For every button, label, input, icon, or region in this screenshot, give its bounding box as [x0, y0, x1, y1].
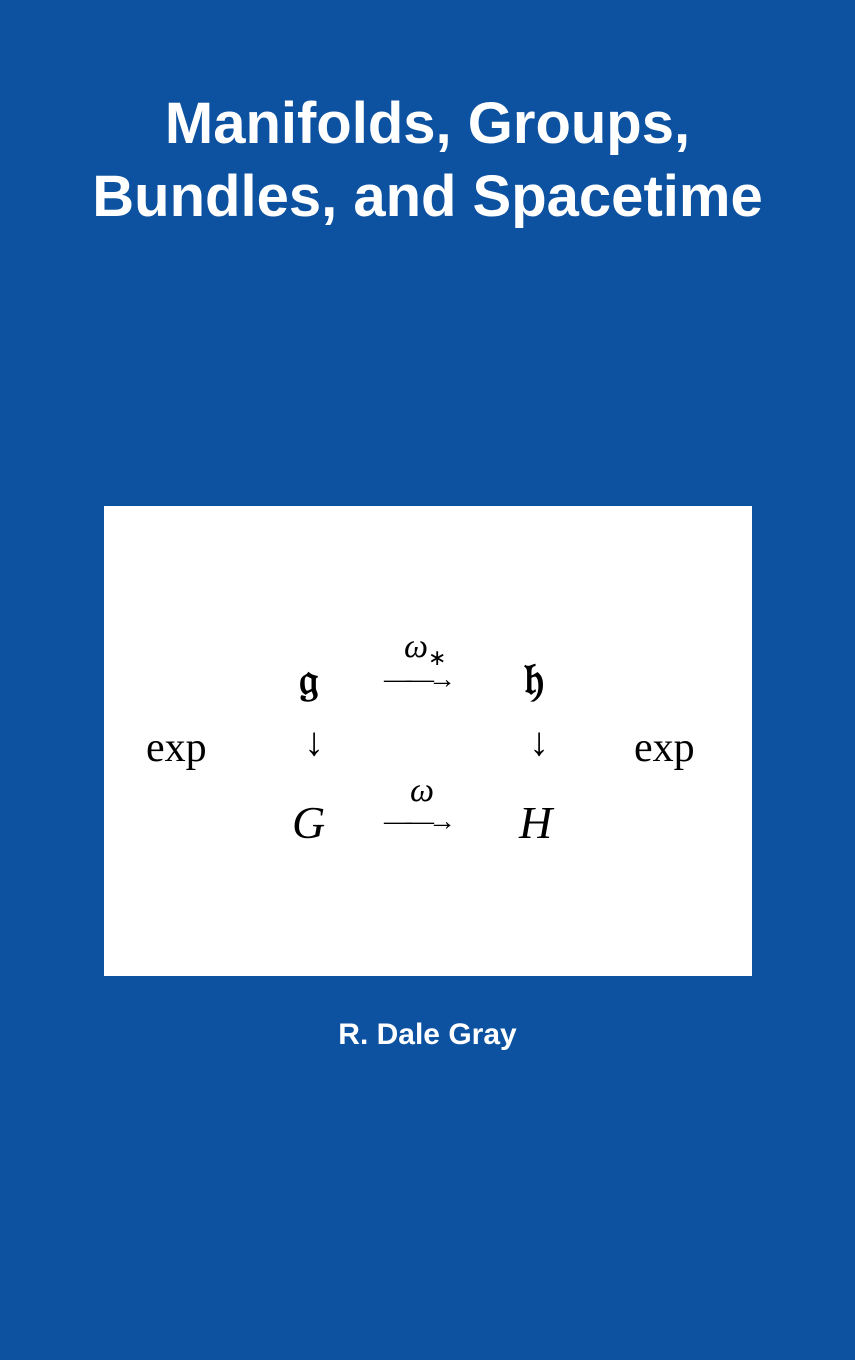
capital-h-node: H [519, 796, 552, 849]
bottom-arrow-right: ——→ [384, 806, 450, 838]
omega-label: ω [410, 772, 434, 810]
omega-star-symbol: ω [404, 628, 428, 665]
top-arrow-right: ——→ [384, 664, 450, 696]
exp-left-label: exp [146, 724, 207, 772]
exp-right-label: exp [634, 724, 695, 772]
capital-g-node: G [292, 796, 325, 849]
left-arrow-down: ↓ [304, 718, 324, 765]
author-name: R. Dale Gray [0, 1018, 855, 1052]
book-title: Manifolds, Groups, Bundles, and Spacetim… [0, 88, 855, 233]
h-fraktur-node: 𝔥 [524, 654, 544, 705]
g-fraktur-node: 𝔤 [299, 654, 319, 705]
title-line-2: Bundles, and Spacetime [92, 164, 762, 229]
right-arrow-down: ↓ [529, 718, 549, 765]
commutative-diagram: exp exp 𝔤 𝔥 G H ω∗ ——→ ω ——→ ↓ ↓ [104, 506, 752, 976]
title-line-1: Manifolds, Groups, [165, 91, 690, 156]
